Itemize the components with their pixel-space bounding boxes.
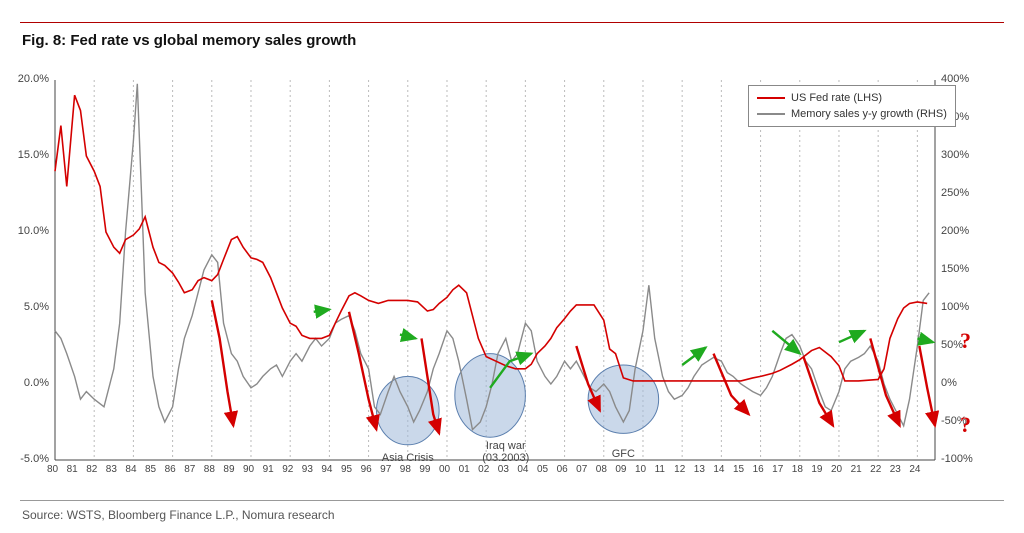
xtick: 02 bbox=[478, 464, 489, 475]
annotation-label: Iraq war bbox=[466, 440, 546, 452]
ytick-right: 250% bbox=[941, 187, 969, 199]
xtick: 22 bbox=[870, 464, 881, 475]
xtick: 88 bbox=[204, 464, 215, 475]
ytick-left: 15.0% bbox=[18, 149, 49, 161]
xtick: 16 bbox=[753, 464, 764, 475]
xtick: 21 bbox=[851, 464, 862, 475]
xtick: 00 bbox=[439, 464, 450, 475]
xtick: 93 bbox=[302, 464, 313, 475]
annotation-label: (03.2003) bbox=[466, 452, 546, 464]
xtick: 90 bbox=[243, 464, 254, 475]
xtick: 01 bbox=[459, 464, 470, 475]
xtick: 08 bbox=[596, 464, 607, 475]
xtick: 82 bbox=[86, 464, 97, 475]
xtick: 04 bbox=[517, 464, 528, 475]
legend-item-fed: US Fed rate (LHS) bbox=[757, 90, 947, 106]
legend: US Fed rate (LHS)Memory sales y-y growth… bbox=[748, 85, 956, 127]
ytick-left: 20.0% bbox=[18, 73, 49, 85]
legend-label: US Fed rate (LHS) bbox=[791, 90, 882, 106]
xtick: 91 bbox=[263, 464, 274, 475]
xtick: 81 bbox=[67, 464, 78, 475]
ytick-right: 100% bbox=[941, 301, 969, 313]
xtick: 18 bbox=[792, 464, 803, 475]
xtick: 80 bbox=[47, 464, 58, 475]
question-mark: ? bbox=[960, 412, 971, 438]
bottom-rule bbox=[20, 500, 1004, 501]
xtick: 83 bbox=[106, 464, 117, 475]
xtick: 14 bbox=[713, 464, 724, 475]
xtick: 97 bbox=[380, 464, 391, 475]
xtick: 15 bbox=[733, 464, 744, 475]
ytick-left: 0.0% bbox=[24, 377, 49, 389]
ytick-left: 5.0% bbox=[24, 301, 49, 313]
xtick: 84 bbox=[125, 464, 136, 475]
xtick: 96 bbox=[361, 464, 372, 475]
xtick: 10 bbox=[635, 464, 646, 475]
ytick-right: 0% bbox=[941, 377, 957, 389]
xtick: 98 bbox=[400, 464, 411, 475]
xtick: 85 bbox=[145, 464, 156, 475]
xtick: 17 bbox=[772, 464, 783, 475]
xtick: 87 bbox=[184, 464, 195, 475]
xtick: 12 bbox=[674, 464, 685, 475]
annotation-label: Asia Crisis bbox=[368, 452, 448, 464]
xtick: 05 bbox=[537, 464, 548, 475]
ytick-right: 200% bbox=[941, 225, 969, 237]
annotation-label: GFC bbox=[583, 448, 663, 460]
xtick: 23 bbox=[890, 464, 901, 475]
xtick: 03 bbox=[498, 464, 509, 475]
xtick: 86 bbox=[165, 464, 176, 475]
ytick-left: -5.0% bbox=[20, 453, 49, 465]
ytick-right: 400% bbox=[941, 73, 969, 85]
xtick: 94 bbox=[321, 464, 332, 475]
ytick-right: 150% bbox=[941, 263, 969, 275]
xtick: 95 bbox=[341, 464, 352, 475]
xtick: 11 bbox=[655, 464, 665, 475]
xtick: 09 bbox=[615, 464, 626, 475]
xtick: 19 bbox=[811, 464, 822, 475]
ytick-left: 10.0% bbox=[18, 225, 49, 237]
xtick: 13 bbox=[694, 464, 705, 475]
legend-label: Memory sales y-y growth (RHS) bbox=[791, 106, 947, 122]
ytick-right: -100% bbox=[941, 453, 973, 465]
xtick: 07 bbox=[576, 464, 587, 475]
xtick: 89 bbox=[223, 464, 234, 475]
xtick: 92 bbox=[282, 464, 293, 475]
xtick: 20 bbox=[831, 464, 842, 475]
xtick: 24 bbox=[909, 464, 920, 475]
xtick: 99 bbox=[419, 464, 430, 475]
ytick-right: 300% bbox=[941, 149, 969, 161]
question-mark: ? bbox=[960, 328, 971, 354]
xtick: 06 bbox=[557, 464, 568, 475]
source-line: Source: WSTS, Bloomberg Finance L.P., No… bbox=[22, 508, 335, 522]
legend-item-mem: Memory sales y-y growth (RHS) bbox=[757, 106, 947, 122]
